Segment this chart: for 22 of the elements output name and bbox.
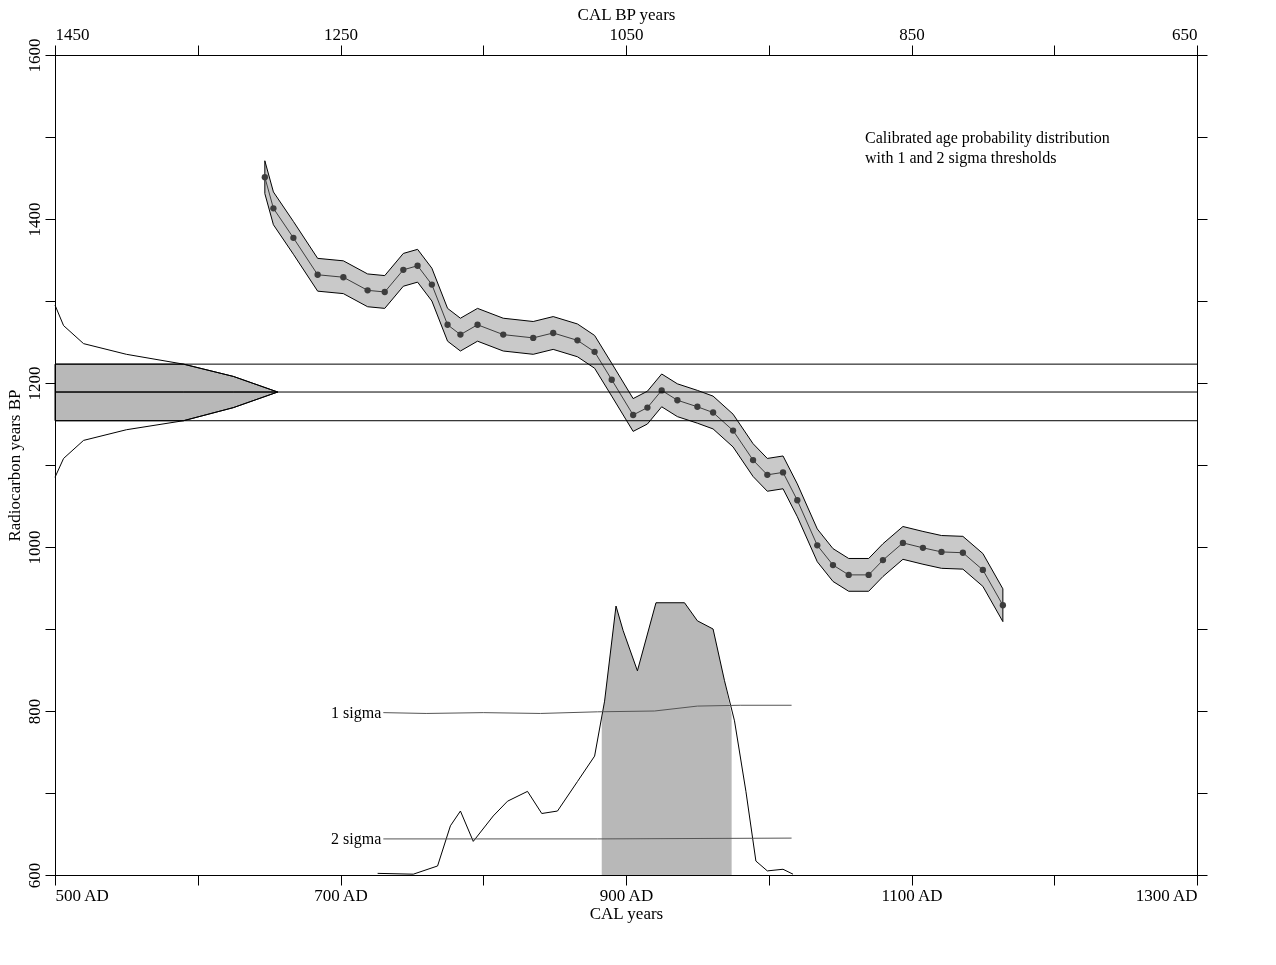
annotation: 1 sigma <box>331 703 382 722</box>
y-tick-label: 1600 <box>24 38 44 73</box>
annotation: 2 sigma <box>331 829 382 848</box>
y-tick-label: 800 <box>24 698 44 725</box>
x-tick-label: 700 AD <box>314 885 368 905</box>
x2-axis-title: CAL BP years <box>577 4 676 24</box>
y-tick-label: 1200 <box>24 366 44 401</box>
x-tick-label: 900 AD <box>599 885 654 905</box>
y-axis-title: Radiocarbon years BP <box>4 389 24 542</box>
x-tick-label: 1100 AD <box>881 885 943 905</box>
x2-tick-label: 1050 <box>609 24 644 44</box>
x2-tick-label: 650 <box>1172 24 1198 44</box>
x2-tick-label: 1250 <box>324 24 358 44</box>
x2-tick-label: 850 <box>899 24 925 44</box>
y-tick-label: 600 <box>24 862 44 889</box>
y-tick-label: 1000 <box>24 530 44 565</box>
annotation: Calibrated age probability distribution with 1 and 2 sigma thresholds <box>865 129 1110 167</box>
x-tick-label: 1300 AD <box>1135 885 1198 905</box>
x-tick-label: 500 AD <box>55 885 109 905</box>
x2-tick-label: 1450 <box>55 24 90 44</box>
y-tick-label: 1400 <box>24 202 44 237</box>
x-axis-title: CAL years <box>589 903 664 923</box>
